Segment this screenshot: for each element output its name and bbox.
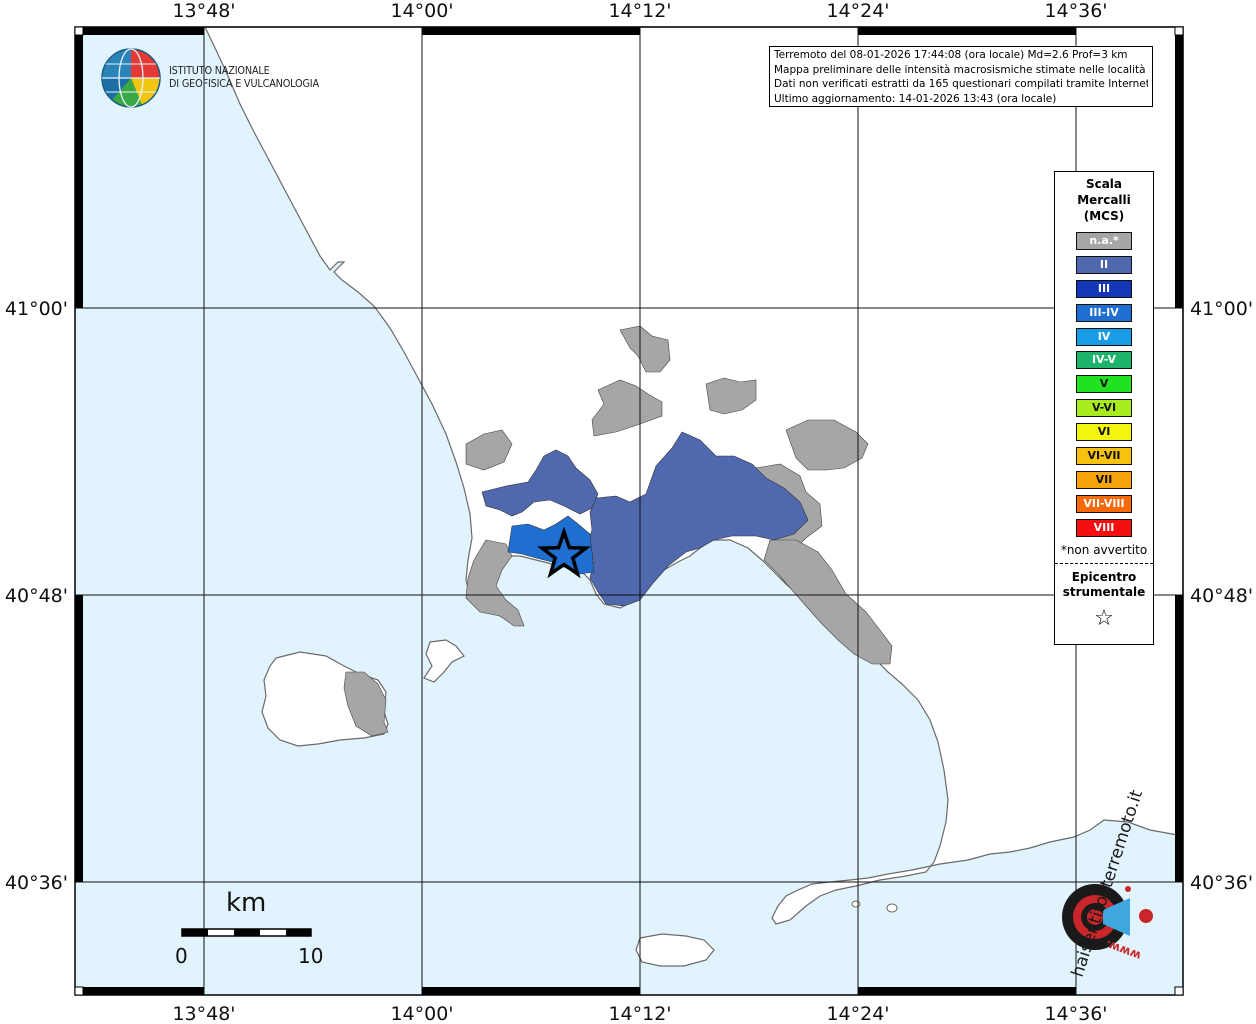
- lon-tick-label: 14°00': [390, 0, 453, 22]
- procida-island: [423, 639, 465, 683]
- mercalli-legend: Scala Mercalli (MCS) n.a.* II III III-IV…: [1054, 171, 1154, 645]
- legend-item-vi: VI: [1076, 423, 1132, 442]
- target-icon: [1062, 884, 1153, 950]
- scale-unit-label: km: [226, 888, 267, 918]
- lon-ticks-bottom: 13°48' 14°00' 14°12' 14°24' 14°36': [172, 1003, 1107, 1024]
- legend-item-vii-viii: VII-VIII: [1076, 494, 1132, 513]
- info-line: Mappa preliminare delle intensità macros…: [774, 63, 1146, 76]
- lon-tick-label: 14°12': [608, 1003, 671, 1024]
- lon-tick-label: 14°36': [1044, 0, 1107, 22]
- legend-divider: [1055, 562, 1153, 564]
- earthquake-info-box: Terremoto del 08-01-2026 17:44:08 (ora l…: [769, 46, 1153, 107]
- legend-scale-items: n.a.* II III III-IV IV IV-V V V-VI VI VI…: [1055, 232, 1153, 537]
- intensity-ii-area: [585, 431, 809, 607]
- legend-item-iv-v: IV-V: [1076, 351, 1132, 370]
- legend-item-viii: VIII: [1076, 518, 1132, 537]
- ingv-logo-text: ISTITUTO NAZIONALE DI GEOFISICA E VULCAN…: [169, 64, 319, 90]
- lon-tick-label: 13°48': [172, 1003, 235, 1024]
- islet: [851, 900, 861, 908]
- epicenter-legend-line: Epicentro: [1071, 569, 1137, 584]
- logo-line: ISTITUTO NAZIONALE: [169, 64, 270, 77]
- legend-item-vi-vii: VI-VII: [1076, 447, 1132, 466]
- info-line: Terremoto del 08-01-2026 17:44:08 (ora l…: [774, 49, 1128, 61]
- not-felt-note: *non avvertito: [1060, 542, 1148, 557]
- info-line: Dati non verificati estratti da 165 ques…: [774, 78, 1148, 91]
- scale-start-label: 0: [175, 944, 188, 968]
- lon-tick-label: 14°24': [826, 0, 889, 22]
- legend-item-v-vi: V-VI: [1076, 399, 1132, 418]
- legend-item-na: n.a.*: [1076, 232, 1132, 250]
- ingv-globe-icon: [101, 48, 161, 108]
- legend-item-iii: III: [1076, 279, 1132, 298]
- legend-item-ii: II: [1076, 255, 1132, 274]
- epicenter-legend-title: Epicentro strumentale: [1055, 570, 1153, 600]
- legend-item-v: V: [1076, 375, 1132, 394]
- star-icon: ☆: [1094, 605, 1114, 631]
- lon-tick-label: 14°12': [608, 0, 671, 22]
- legend-item-iii-iv: III-IV: [1076, 303, 1132, 322]
- lon-tick-label: 14°24': [826, 1003, 889, 1024]
- epicenter-legend-line: strumentale: [1062, 584, 1146, 599]
- intensity-ii-area: [481, 449, 599, 517]
- legend-title-line: Mercalli: [1077, 193, 1131, 207]
- scale-end-label: 10: [298, 944, 324, 968]
- lon-tick-label: 14°00': [390, 1003, 453, 1024]
- lat-ticks-right: 41°00' 40°48' 40°36': [1190, 298, 1253, 894]
- info-line: Ultimo aggiornamento: 14-01-2026 13:43 (…: [774, 92, 1057, 105]
- map-frame: [74, 26, 1184, 996]
- legend-title: Scala Mercalli (MCS): [1055, 176, 1153, 224]
- islet: [886, 903, 898, 913]
- lon-tick-label: 13°48': [172, 0, 235, 22]
- lat-ticks-left: 41°00' 40°48' 40°36': [5, 298, 68, 894]
- lat-tick-label: 40°48': [5, 585, 68, 607]
- lat-tick-label: 40°36': [5, 872, 68, 894]
- legend-item-vii: VII: [1076, 470, 1132, 489]
- epicenter-star-icon[interactable]: [537, 526, 591, 579]
- logo-line: DI GEOFISICA E VULCANOLOGIA: [169, 77, 319, 90]
- lon-ticks-top: 13°48' 14°00' 14°12' 14°24' 14°36': [172, 0, 1107, 22]
- lon-tick-label: 14°36': [1044, 1003, 1107, 1024]
- lat-tick-label: 41°00': [1190, 298, 1253, 320]
- scale-bar: [181, 928, 312, 937]
- legend-item-iv: IV: [1076, 327, 1132, 346]
- legend-title-line: (MCS): [1083, 209, 1125, 223]
- lat-tick-label: 40°36': [1190, 872, 1253, 894]
- lat-tick-label: 41°00': [5, 298, 68, 320]
- lat-tick-label: 40°48': [1190, 585, 1253, 607]
- legend-title-line: Scala: [1085, 177, 1123, 191]
